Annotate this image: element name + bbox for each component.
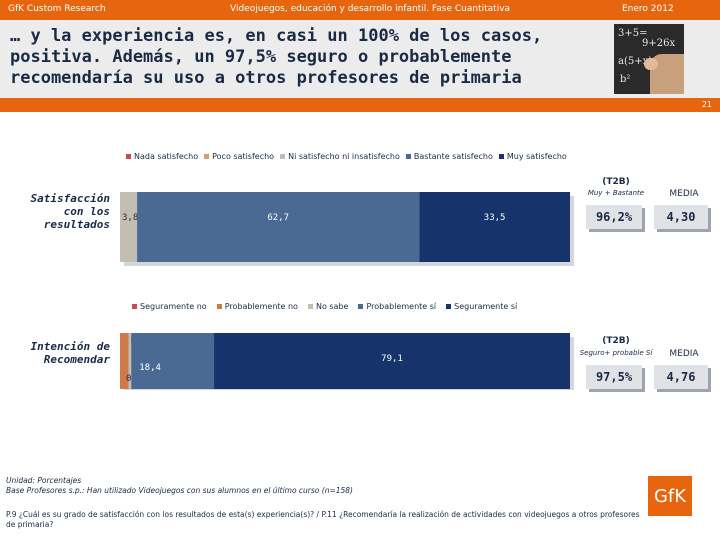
page-title: … y la experiencia es, en casi un 100% d… xyxy=(10,26,543,88)
legend-label: Probablemente no xyxy=(224,302,298,311)
company-label: GfK Custom Research xyxy=(8,4,106,14)
legend-item: No sabe xyxy=(307,302,349,311)
bar-segment xyxy=(131,333,215,389)
legend-label: Seguramente sí xyxy=(454,302,518,311)
legend-item: Seguramente sí xyxy=(446,302,517,311)
legend-swatch xyxy=(132,304,137,309)
legend-item: Bastante satisfecho xyxy=(405,152,493,161)
legend-item: Nada satisfecho xyxy=(126,152,198,161)
legend-label: Seguramente no xyxy=(140,302,207,311)
hand-shape xyxy=(644,58,658,70)
legend-label: Bastante satisfecho xyxy=(413,152,493,161)
legend-label: Nada satisfecho xyxy=(134,152,199,161)
bar-segment xyxy=(120,333,129,389)
bar-segment xyxy=(214,333,571,389)
legend-swatch xyxy=(498,154,504,159)
legend-item: Poco satisfecho xyxy=(204,152,274,161)
data-label: 79,1 xyxy=(381,354,403,364)
bar-segment xyxy=(128,333,132,389)
date-label: Enero 2012 xyxy=(622,4,674,14)
chalk-text: a(5+x) xyxy=(618,56,653,67)
bar-segment xyxy=(419,192,570,262)
legend-label: Ni satisfecho ni insatisfecho xyxy=(288,152,400,161)
gfk-logo: GfK xyxy=(648,476,692,516)
top-bar: GfK Custom Research Videojuegos, educaci… xyxy=(0,0,720,20)
study-title: Videojuegos, educación y desarrollo infa… xyxy=(230,4,511,14)
row-label-satisfaction: Satisfacción con los resultados xyxy=(30,192,110,231)
legend-swatch xyxy=(307,304,313,309)
data-label: 3,8 xyxy=(122,213,138,223)
chalkboard-photo: 3+5= 9+26x a(5+x) b² xyxy=(614,24,684,94)
legend-swatch xyxy=(446,304,452,309)
chalk-text: b² xyxy=(620,74,631,85)
legend-swatch xyxy=(280,154,286,159)
legend-swatch xyxy=(204,154,210,159)
notes: Unidad: Porcentajes Base Profesores s.p.… xyxy=(6,476,566,496)
unit-note: Unidad: Porcentajes xyxy=(6,476,82,485)
base-note: Base Profesores s.p.: Han utilizado Vide… xyxy=(6,486,353,495)
legend-satisfaction: Nada satisfecho Poco satisfecho Ni satis… xyxy=(126,152,576,161)
legend-label: Probablemente sí xyxy=(366,302,437,311)
chalk-text: 9+26x xyxy=(642,38,676,49)
legend-recommend: Seguramente no Probablemente no No sabe … xyxy=(132,302,582,311)
t2b-subheader: Muy + Bastante xyxy=(587,189,645,197)
legend-item: Seguramente no xyxy=(132,302,207,311)
media-header: MEDIA xyxy=(669,189,699,199)
legend-swatch xyxy=(216,304,222,309)
legend-item: Probablemente sí xyxy=(358,302,436,311)
chalk-text: 3+5= xyxy=(618,28,648,39)
legend-item: Probablemente no xyxy=(216,302,298,311)
bar-segment xyxy=(137,192,420,262)
question-text: P.9 ¿Cuál es su grado de satisfacción co… xyxy=(6,510,640,529)
header-band xyxy=(0,20,720,98)
legend-item: Muy satisfecho xyxy=(498,152,567,161)
row-label-recommend: Intención de Recomendar xyxy=(30,340,110,366)
page-bar: 21 xyxy=(0,98,720,112)
data-label: 62,7 xyxy=(267,213,289,223)
legend-label: Muy satisfecho xyxy=(506,152,567,161)
t2b-value-box: 96,2% xyxy=(586,205,642,229)
media-header: MEDIA xyxy=(669,349,699,359)
t2b-value-box: 97,5% xyxy=(586,365,642,389)
legend-label: Poco satisfecho xyxy=(212,152,275,161)
legend-swatch xyxy=(358,304,364,309)
stacked-bar-chart: 3,862,733,51,90,618,479,1 xyxy=(120,192,574,390)
bar-segment xyxy=(120,192,138,262)
media-value-box: 4,30 xyxy=(654,205,708,229)
media-value-box: 4,76 xyxy=(654,365,708,389)
t2b-subheader: Seguro+ probable Sí xyxy=(579,349,653,357)
legend-item: Ni satisfecho ni insatisfecho xyxy=(280,152,400,161)
legend-swatch xyxy=(126,154,131,159)
legend-label: No sabe xyxy=(315,302,349,311)
page-number: 21 xyxy=(701,100,712,109)
legend-swatch xyxy=(405,154,411,159)
t2b-header: (T2B) xyxy=(602,336,630,346)
data-label: 18,4 xyxy=(139,363,161,373)
data-label: 33,5 xyxy=(484,213,506,223)
t2b-header: (T2B) xyxy=(602,177,630,187)
